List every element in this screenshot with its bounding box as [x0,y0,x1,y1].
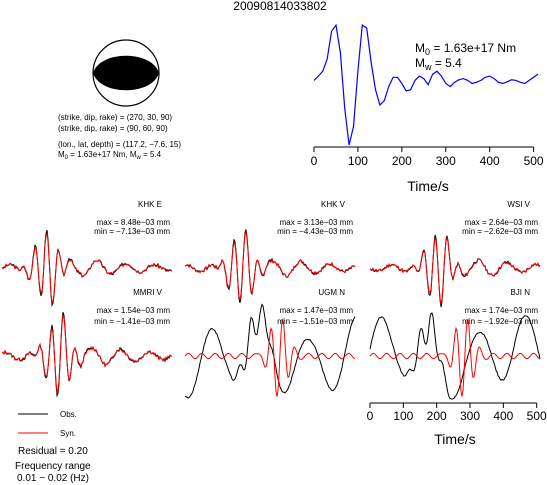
moment-magnitude-text: M0 = 1.63e+17 Nm, Mw = 5.4 [58,150,162,161]
legend-syn-label: Syn. [60,429,76,438]
stf-x-tick-label: 300 [436,154,456,168]
synthetic-waveform [1,315,173,394]
frequency-range-title: Frequency range [15,461,91,472]
stf-mw-label: Mw = 5.4 [415,56,462,72]
station-label: BJI N [510,288,530,297]
legend-obs-label: Obs. [60,410,77,419]
station-max-text: max = 1.54e−03 mm [97,306,171,315]
wave-x-tick-label: 200 [427,409,447,423]
wave-x-tick-label: 400 [493,409,513,423]
legend: Obs. Syn. Residual = 0.20 Frequency rang… [15,410,91,484]
station-min-text: min = −1.51e−03 mm [277,317,353,326]
stf-x-tick-label: 100 [348,154,368,168]
wave-x-tick-label: 0 [367,409,374,423]
stf-line [313,23,539,146]
stf-x-tick-label: 200 [392,154,412,168]
wave-x-tick-label: 100 [393,409,413,423]
beachball-compression-quadrant [93,55,159,91]
wave-x-tick-label: 500 [527,409,547,423]
location-text: (lon., lat, depth) = (117.2, −7.6, 15) [58,140,181,149]
stf-m0-label: M0 = 1.63e+17 Nm [415,41,516,57]
stf-x-tick-label: 500 [524,154,544,168]
plane1-text: (strike, dip, rake) = (270, 30, 90) [58,113,172,122]
wave-x-tick-label: 300 [460,409,480,423]
stf-panel: 0 100 200 300 400 500 Time/s [311,23,544,194]
station-min-text: min = −7.13e−03 mm [94,227,170,236]
synthetic-waveform [369,237,541,305]
station-label: UGM N [318,288,345,297]
station-max-text: max = 8.48e−03 mm [97,218,171,227]
wave-x-axis-label: Time/s [434,431,475,447]
stf-x-tick-label: 400 [480,154,500,168]
stf-x-tick-label: 0 [311,154,318,168]
synthetic-waveform [184,317,356,397]
event-id-title: 20090814033802 [233,0,327,13]
station-min-text: min = −2.62e−03 mm [462,227,538,236]
station-label: KHK E [138,200,162,209]
station-min-text: min = −1.92e−03 mm [462,317,538,326]
observed-waveform [184,303,356,399]
synthetic-waveform [369,317,541,397]
plane2-text: (strike, dip, rake) = (90, 60, 90) [58,124,168,133]
stf-x-axis-label: Time/s [407,178,448,194]
station-label: MMRI V [133,288,163,297]
station-max-text: max = 2.64e−03 mm [465,218,539,227]
residual-text: Residual = 0.20 [18,446,88,457]
synthetic-waveform [1,233,173,305]
station-label: WSI V [507,200,530,209]
station-min-text: min = −1.41e−03 mm [94,317,170,326]
synthetic-waveform [184,230,356,300]
station-max-text: max = 1.74e−03 mm [465,306,539,315]
station-min-text: min = −4.43e−03 mm [277,227,353,236]
frequency-range-value: 0.01 − 0.02 (Hz) [17,473,89,484]
station-max-text: max = 1.47e−03 mm [280,306,354,315]
station-label: KHK V [321,200,346,209]
focal-mechanism-beachball [92,39,160,107]
station-max-text: max = 3.13e−03 mm [280,218,354,227]
